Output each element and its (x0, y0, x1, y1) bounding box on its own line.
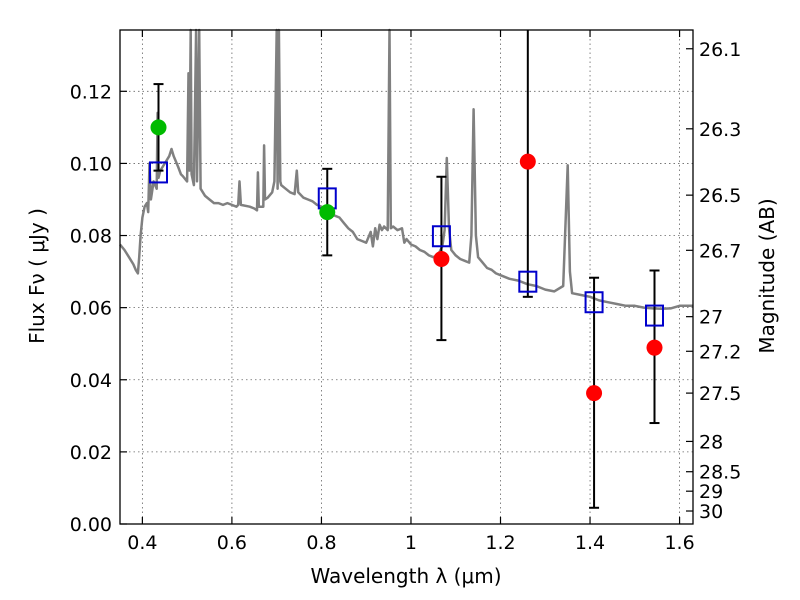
y2-tick-label-9: 29 (699, 481, 723, 503)
y2-tick-label-1: 26.3 (699, 119, 741, 141)
y2-tick-label-8: 28.5 (699, 462, 741, 484)
y2-tick-label-2: 26.5 (699, 185, 741, 207)
x-tick-label-2: 0.8 (306, 532, 336, 554)
x-tick-label-4: 1.2 (485, 532, 515, 554)
y-tick-label-2: 0.04 (70, 370, 112, 392)
y-tick-label-6: 0.12 (70, 81, 112, 103)
model-spectrum (119, 28, 693, 310)
y2-tick-label-3: 26.7 (699, 240, 741, 262)
green-point-0 (150, 119, 167, 136)
plot-frame (119, 29, 694, 525)
y-tick-label-5: 0.10 (70, 153, 112, 175)
data-markers (148, 119, 665, 402)
x-tick-label-0: 0.4 (127, 532, 157, 554)
y-axis-ticks: 0.00 0.02 0.04 0.06 0.08 0.10 0.12 (70, 81, 127, 536)
x-axis-label: Wavelength λ (μm) (310, 564, 501, 588)
y-tick-label-4: 0.08 (70, 226, 112, 248)
x-tick-label-6: 1.6 (664, 532, 694, 554)
red-point-3 (646, 339, 663, 356)
spectrum-line (119, 28, 693, 310)
x-axis-ticks: 0.4 0.6 0.8 1 1.2 1.4 1.6 (127, 30, 695, 554)
y-tick-label-3: 0.06 (70, 298, 112, 320)
y2-tick-label-5: 27.2 (699, 341, 741, 363)
x-tick-label-3: 1 (405, 532, 417, 554)
y2-tick-label-0: 26.1 (699, 39, 741, 61)
x-tick-label-1: 0.6 (217, 532, 247, 554)
grid-lines (120, 30, 693, 525)
model-box-point-2 (431, 225, 451, 248)
y2-tick-label-6: 27.5 (699, 383, 741, 405)
y-tick-label-0: 0.00 (70, 514, 112, 536)
model-box-point-3 (518, 270, 538, 293)
plot-border (119, 29, 694, 525)
y2-tick-label-7: 28 (699, 431, 723, 453)
x-tick-label-5: 1.4 (575, 532, 605, 554)
model-box-point-0 (148, 161, 168, 184)
y2-axis-label: Magnitude (AB) (755, 198, 779, 353)
red-point-0 (433, 250, 450, 267)
red-point-2 (586, 385, 603, 402)
y2-tick-label-4: 27 (699, 307, 723, 329)
green-point-1 (319, 204, 336, 221)
red-point-1 (519, 153, 536, 170)
y2-tick-label-10: 30 (699, 501, 723, 523)
model-box-point-4 (584, 291, 604, 314)
y-tick-label-1: 0.02 (70, 442, 112, 464)
model-box-point-5 (645, 304, 665, 327)
y-axis-label: Flux Fν ( μJy ) (25, 208, 49, 344)
error-bars (153, 30, 660, 509)
